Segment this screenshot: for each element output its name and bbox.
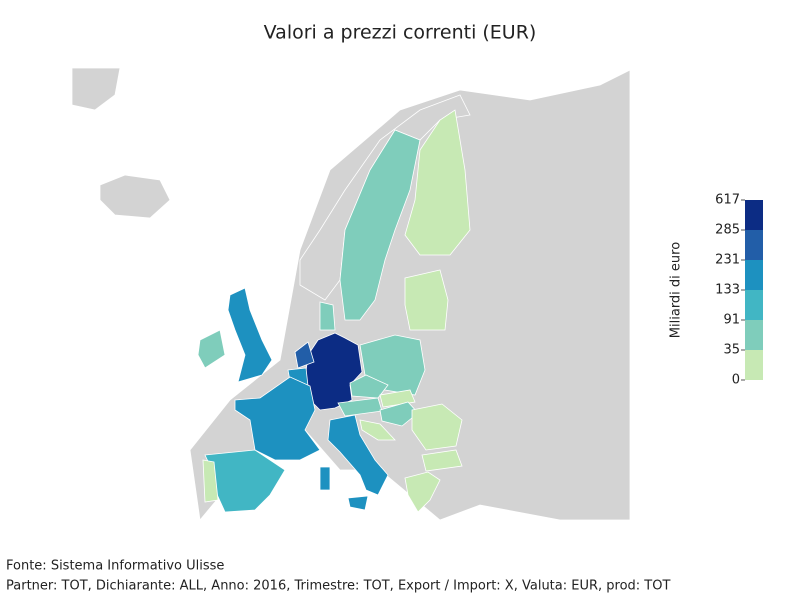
legend-tick-label: 35 <box>723 343 740 358</box>
legend-tick-label: 0 <box>732 373 740 388</box>
baltics <box>404 269 449 331</box>
portugal <box>202 459 219 503</box>
denmark <box>319 301 336 331</box>
croatia <box>359 419 396 441</box>
legend-swatch <box>745 320 763 350</box>
united-kingdom <box>227 287 273 383</box>
legend-swatch <box>745 230 763 260</box>
sicily <box>347 495 369 511</box>
netherlands <box>294 341 315 369</box>
czechia <box>349 374 389 399</box>
legend-tick-label: 133 <box>715 283 740 298</box>
footer-filters: Partner: TOT, Dichiarante: ALL, Anno: 20… <box>6 579 670 594</box>
legend-tick-label: 91 <box>723 313 740 328</box>
france <box>234 376 321 461</box>
greenland <box>71 67 121 111</box>
legend-title: Miliardi di euro <box>669 242 684 338</box>
legend-swatch <box>745 350 763 380</box>
legend-tick-label: 617 <box>715 193 740 208</box>
map <box>71 67 631 521</box>
sweden <box>339 129 421 321</box>
map-title: Valori a prezzi correnti (EUR) <box>264 22 537 44</box>
legend-swatch <box>745 260 763 290</box>
legend-swatch <box>745 200 763 230</box>
romania <box>411 403 463 451</box>
finland <box>404 109 471 256</box>
footer-source: Fonte: Sistema Informativo Ulisse <box>6 559 224 574</box>
sardinia <box>319 466 331 491</box>
legend: 0 35 91 133 231 285 617 <box>715 193 763 388</box>
norway <box>299 94 471 301</box>
bulgaria <box>421 449 463 472</box>
hungary <box>379 401 419 427</box>
legend-swatch <box>745 290 763 320</box>
ireland <box>197 329 226 369</box>
greece <box>404 471 441 513</box>
legend-tick-label: 231 <box>715 253 740 268</box>
italy <box>327 414 389 496</box>
legend-tick-label: 285 <box>715 223 740 238</box>
iceland <box>99 174 171 219</box>
